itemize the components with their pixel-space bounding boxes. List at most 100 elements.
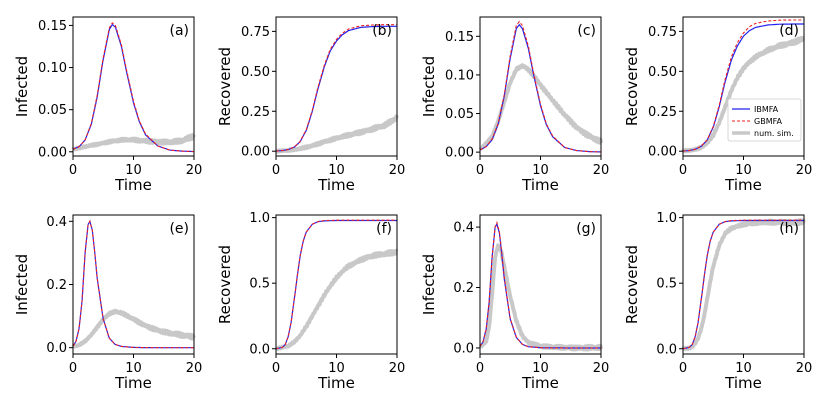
x-axis-label: Time	[114, 374, 152, 392]
x-axis-label: Time	[724, 374, 762, 392]
series-numsim	[681, 218, 806, 351]
series-ibmfa	[276, 25, 397, 152]
series-gbmfa	[683, 19, 804, 152]
series-numsim	[681, 35, 806, 154]
series-gbmfa	[479, 20, 601, 153]
x-tick-label: 10	[125, 361, 142, 376]
y-tick-label: 0.2	[46, 278, 67, 293]
panel-h: 0.0 0.5 1.0 0 10 20 Time Recovered (h)	[623, 211, 812, 392]
y-tick-label: 0.10	[38, 61, 67, 76]
y-axis-label: Recovered	[216, 47, 234, 126]
y-tick-label: 1.0	[249, 211, 270, 226]
panel-label: (f)	[376, 221, 392, 237]
y-tick-label: 0.50	[241, 65, 270, 80]
x-tick-label: 20	[796, 163, 813, 178]
series-ibmfa	[479, 222, 601, 349]
y-tick-label: 0.75	[241, 25, 270, 40]
legend-label-ibmfa: IBMFA	[754, 105, 779, 114]
y-tick-label: 0.4	[453, 221, 474, 236]
y-tick-label: 0.5	[249, 277, 270, 292]
series-ibmfa	[72, 23, 194, 153]
panel-f: 0.0 0.5 1.0 0 10 20 Time Recovered (f)	[216, 211, 405, 392]
y-tick-label: 0.25	[241, 105, 270, 120]
x-tick-label: 10	[735, 361, 752, 376]
x-tick-label: 10	[735, 163, 752, 178]
x-axis-label: Time	[724, 176, 762, 194]
y-tick-label: 1.0	[656, 211, 677, 226]
panel-label: (b)	[372, 23, 392, 39]
panel-a: 0.00 0.05 0.10 0.15 0 10 20 Time Infected (a)	[13, 16, 203, 194]
series-gbmfa	[276, 24, 397, 152]
y-tick-label: 0.05	[445, 107, 474, 122]
x-axis-label: Time	[521, 374, 559, 392]
x-tick-label: 0	[679, 361, 687, 376]
y-tick-label: 0.15	[38, 19, 67, 34]
x-axis-label: Time	[114, 176, 152, 194]
y-tick-label: 0.4	[46, 215, 67, 230]
x-tick-label: 0	[69, 361, 77, 376]
y-tick-label: 0.0	[453, 341, 474, 356]
y-tick-label: 0.00	[38, 145, 67, 160]
x-tick-label: 0	[69, 163, 77, 178]
y-tick-label: 0.10	[445, 68, 474, 83]
panel-label: (e)	[169, 221, 189, 237]
y-tick-label: 0.0	[656, 342, 677, 357]
panel-label: (h)	[779, 221, 799, 237]
y-axis-label: Infected	[420, 56, 438, 117]
x-axis-label: Time	[317, 176, 355, 194]
series-ibmfa	[275, 219, 397, 350]
x-tick-label: 10	[532, 361, 549, 376]
x-tick-label: 10	[328, 361, 345, 376]
y-axis-label: Recovered	[216, 245, 234, 324]
series-numsim	[71, 133, 196, 152]
y-axis-label: Infected	[13, 56, 31, 117]
y-tick-label: 0.75	[648, 25, 677, 40]
y-tick-label: 0.2	[453, 281, 474, 296]
y-axis-label: Recovered	[623, 245, 641, 324]
panel-d: 0.00 0.25 0.50 0.75 0 10 20 Time Recovered (d) IBM…	[623, 16, 813, 194]
x-tick-label: 0	[679, 163, 687, 178]
x-axis-label: Time	[317, 374, 355, 392]
series-numsim	[274, 248, 399, 351]
series-gbmfa	[72, 219, 194, 349]
y-tick-label: 0.00	[648, 145, 677, 160]
panel-label: (a)	[169, 23, 189, 39]
x-tick-label: 10	[328, 163, 345, 178]
x-tick-label: 20	[186, 361, 203, 376]
legend-label-numsim: num. sim.	[754, 129, 794, 138]
x-tick-label: 20	[593, 163, 610, 178]
series-ibmfa	[72, 219, 194, 349]
panel-c: 0.00 0.05 0.10 0.15 0 10 20 Time Infected (c)	[420, 16, 610, 194]
x-tick-label: 0	[272, 361, 280, 376]
y-tick-label: 0.15	[445, 30, 474, 45]
x-axis-label: Time	[521, 176, 559, 194]
x-tick-label: 20	[186, 163, 203, 178]
series-numsim	[478, 243, 603, 352]
series-gbmfa	[682, 219, 804, 350]
legend: IBMFA GBMFA num. sim.	[727, 98, 802, 142]
series-gbmfa	[72, 22, 194, 153]
panel-label: (d)	[779, 23, 799, 39]
series-numsim	[71, 308, 196, 349]
y-tick-label: 0.00	[241, 145, 270, 160]
x-tick-label: 0	[476, 163, 484, 178]
x-tick-label: 20	[389, 361, 406, 376]
panel-label: (g)	[576, 221, 596, 237]
y-axis-label: Infected	[420, 254, 438, 315]
y-axis-label: Infected	[13, 254, 31, 315]
panel-e: 0.0 0.2 0.4 0 10 20 Time Infected (e)	[13, 214, 203, 392]
y-tick-label: 0.0	[46, 341, 67, 356]
x-tick-label: 20	[796, 361, 813, 376]
panel-b: 0.00 0.25 0.50 0.75 0 10 20 Time Recovered (b)	[216, 16, 406, 194]
series-gbmfa	[479, 220, 601, 349]
x-tick-label: 10	[125, 163, 142, 178]
y-tick-label: 0.05	[38, 103, 67, 118]
y-tick-label: 0.0	[249, 342, 270, 357]
y-tick-label: 0.50	[648, 65, 677, 80]
panel-g: 0.0 0.2 0.4 0 10 20 Time Infected (g)	[420, 214, 609, 392]
x-tick-label: 20	[389, 163, 406, 178]
x-tick-label: 0	[272, 163, 280, 178]
series-numsim	[274, 114, 399, 154]
y-axis-label: Recovered	[623, 47, 641, 126]
x-tick-label: 10	[532, 163, 549, 178]
